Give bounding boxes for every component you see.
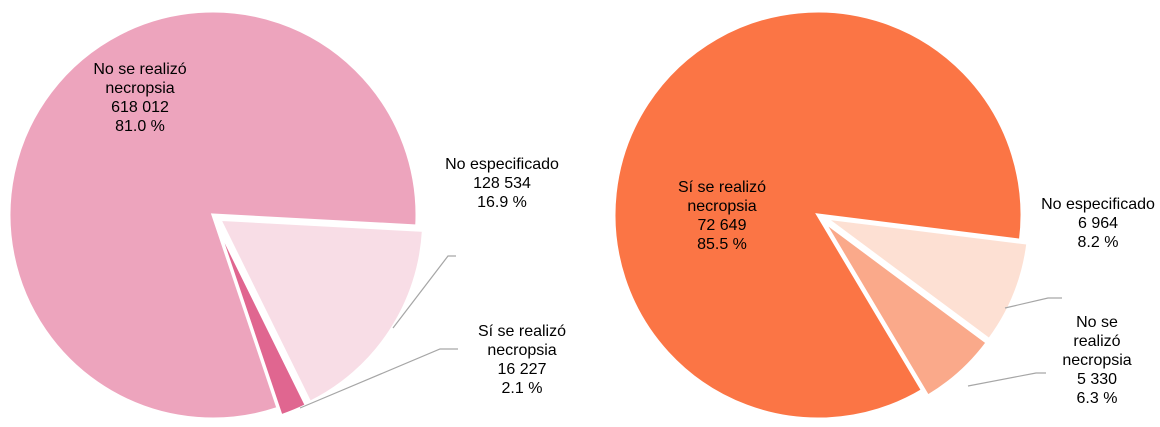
pie-slice xyxy=(819,215,1030,342)
label-text: No especificado xyxy=(445,156,559,173)
slice-label: Sí se realizó necropsia 72 649 85.5 % xyxy=(652,178,792,254)
label-text: 85.5 % xyxy=(697,236,747,253)
slice-label: No especificado 6 964 8.2 % xyxy=(1038,195,1158,252)
label-text: 16 227 xyxy=(497,361,547,378)
slice-label: No se realizó necropsia 5 330 6.3 % xyxy=(1055,313,1140,408)
label-text: 6 964 xyxy=(1077,215,1119,232)
pie-slice xyxy=(7,9,419,421)
label-text: No especificado xyxy=(1041,196,1155,213)
pie-slice xyxy=(822,219,990,399)
label-text: Sí se realizó necropsia xyxy=(477,323,567,359)
label-text: Sí se realizó necropsia xyxy=(677,179,767,215)
label-text: 128 534 xyxy=(473,175,531,192)
slice-label: No se realizó necropsia 618 012 81.0 % xyxy=(93,60,188,136)
leader-line xyxy=(967,372,1046,387)
label-text: 81.0 % xyxy=(115,118,165,135)
label-text: No se realizó necropsia xyxy=(1062,314,1132,369)
label-text: 5 330 xyxy=(1076,371,1118,388)
label-text: 16.9 % xyxy=(477,194,527,211)
leader-line xyxy=(299,348,458,409)
pie-slice xyxy=(612,9,1024,421)
label-text: No se realizó necropsia xyxy=(93,61,187,97)
slice-label: Sí se realizó necropsia 16 227 2.1 % xyxy=(447,322,597,398)
label-text: 618 012 xyxy=(111,99,169,116)
label-text: 2.1 % xyxy=(501,380,543,397)
label-text: 72 649 xyxy=(697,217,747,234)
pie-slice xyxy=(217,217,425,405)
leader-line xyxy=(1004,297,1062,309)
label-text: 6.3 % xyxy=(1076,390,1118,407)
slice-label: No especificado 128 534 16.9 % xyxy=(442,155,562,212)
label-text: 8.2 % xyxy=(1077,234,1119,251)
leader-line xyxy=(392,255,456,329)
